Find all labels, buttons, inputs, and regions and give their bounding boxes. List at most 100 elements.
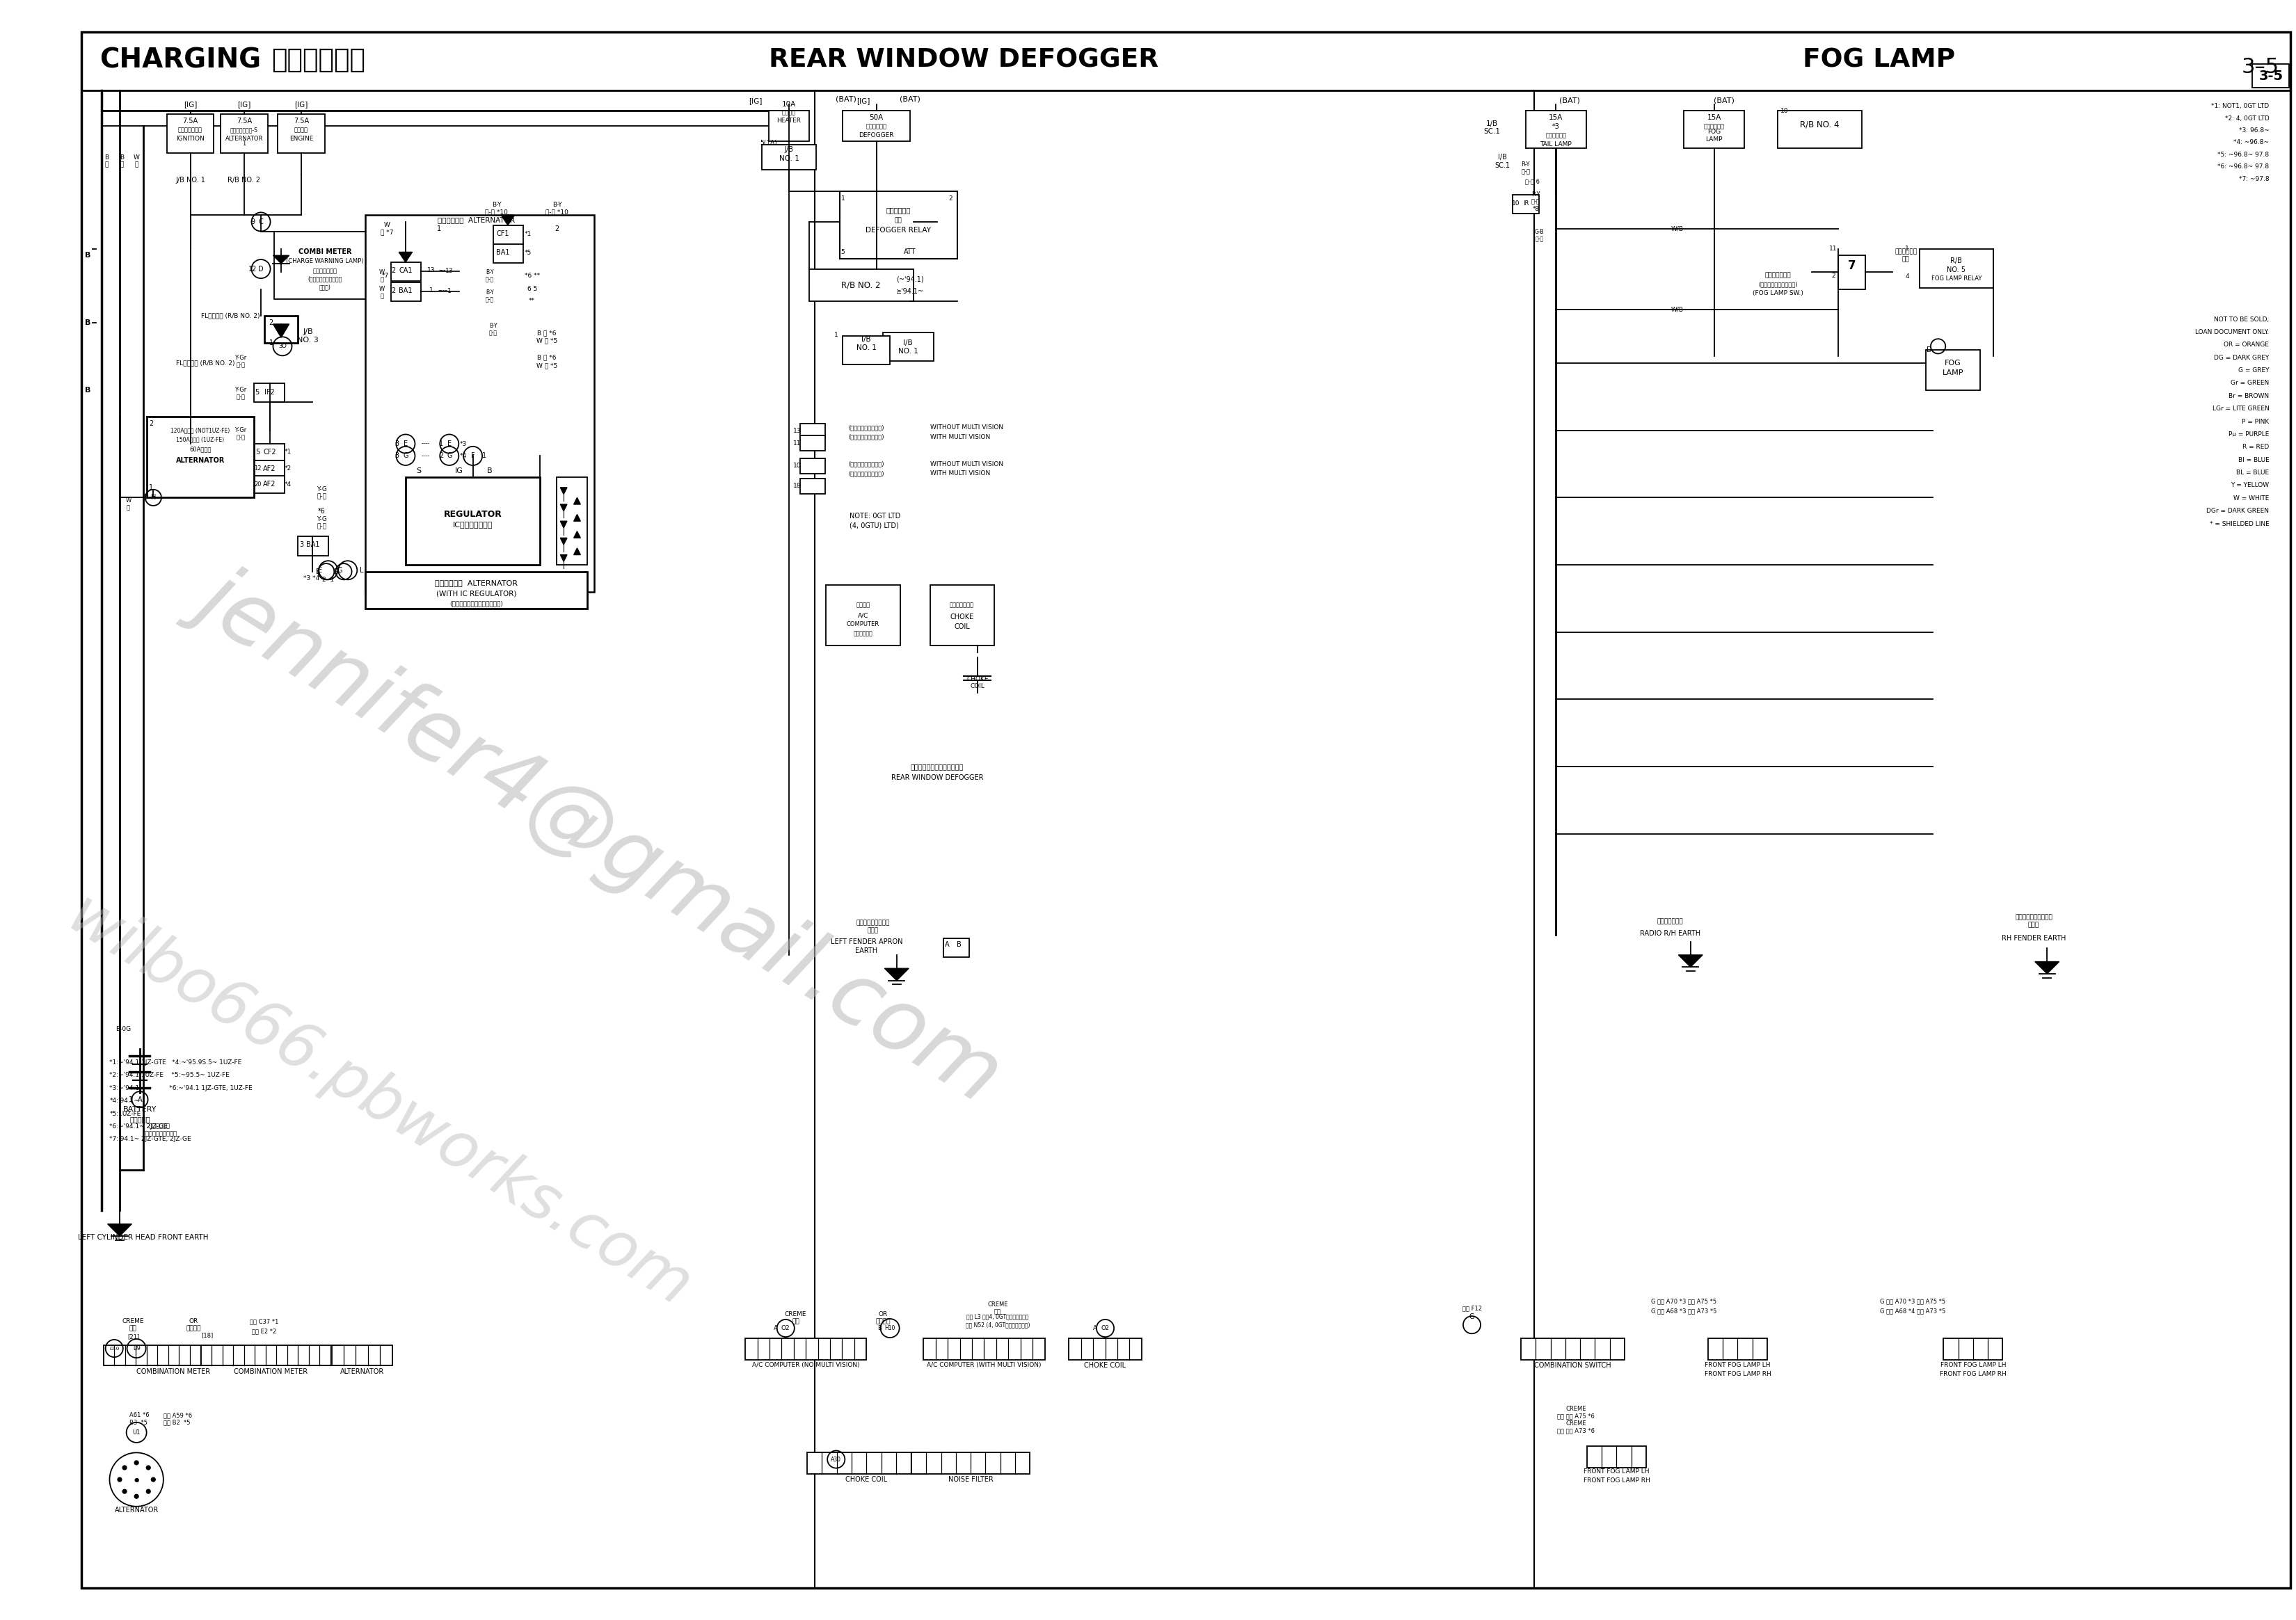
Text: *6: ~96.8~ 97.8: *6: ~96.8~ 97.8 [2218, 164, 2268, 170]
Text: H10: H10 [884, 1325, 895, 1332]
Text: AF2: AF2 [264, 465, 276, 471]
Text: 3D: 3D [278, 324, 287, 332]
Polygon shape [574, 531, 581, 538]
Text: W 白 *5: W 白 *5 [537, 363, 558, 369]
Text: A: A [138, 1097, 142, 1103]
Text: B-Y
黒-黒: B-Y 黒-黒 [489, 322, 498, 337]
Bar [255, 384, 285, 402]
Text: ----: ---- [422, 452, 429, 458]
Polygon shape [884, 969, 909, 980]
Text: NOT TO BE SOLD,: NOT TO BE SOLD, [2213, 316, 2268, 322]
Text: R-Y
赤-黄
*8: R-Y 赤-黄 *8 [1531, 191, 1541, 212]
Text: (アイシーレギュレーター付き): (アイシーレギュレーター付き) [450, 601, 503, 608]
Text: ●: ● [133, 1476, 140, 1482]
Text: *4: ~96.8~: *4: ~96.8~ [2234, 139, 2268, 146]
Bar [2252, 63, 2289, 87]
Text: A61 *6
B3  *5: A61 *6 B3 *5 [131, 1413, 149, 1426]
Text: E: E [448, 441, 452, 447]
Text: フォグランプ
レー: フォグランプ レー [1894, 249, 1917, 262]
Text: 10A: 10A [783, 100, 797, 107]
Text: 赤-黄 6: 赤-黄 6 [1525, 178, 1541, 185]
Bar [558, 478, 588, 565]
Text: [IG]: [IG] [294, 100, 308, 107]
Text: 2: 2 [1832, 272, 1835, 279]
Text: R/B NO. 2: R/B NO. 2 [227, 177, 259, 183]
Text: コンビスイッチ: コンビスイッチ [1766, 272, 1791, 279]
Bar [494, 245, 523, 262]
Text: B: B [487, 467, 491, 475]
Text: 150Aオルタ (1UZ-FE): 150Aオルタ (1UZ-FE) [177, 437, 225, 442]
Text: REAR WINDOW DEFOGGER: REAR WINDOW DEFOGGER [891, 774, 983, 781]
Text: *5:1UZ-FE: *5:1UZ-FE [110, 1111, 140, 1116]
Text: Y-G
黄-緒: Y-G 黄-緒 [317, 486, 326, 499]
Bar [827, 585, 900, 645]
Text: B: B [85, 319, 92, 326]
Circle shape [135, 1461, 138, 1464]
Text: A30: A30 [831, 1456, 840, 1463]
Text: [18]: [18] [202, 1332, 214, 1338]
Bar [769, 110, 808, 141]
Text: G: G [338, 567, 342, 573]
Text: BA1: BA1 [305, 541, 319, 548]
Text: 黒色 F12: 黒色 F12 [1463, 1306, 1481, 1311]
Text: 3D: 3D [278, 343, 287, 350]
Text: (マルチビジョンな〗): (マルチビジョンな〗) [850, 460, 884, 467]
Text: IF2: IF2 [264, 389, 276, 395]
Text: 2  1: 2 1 [321, 577, 335, 583]
Text: ----: ---- [439, 287, 448, 293]
Bar [799, 458, 824, 473]
Text: フォグランプ: フォグランプ [1704, 123, 1724, 130]
Text: 5: 5 [255, 449, 259, 455]
Text: W = WHITE: W = WHITE [2234, 496, 2268, 502]
Text: WITH MULTI VISION: WITH MULTI VISION [930, 470, 990, 476]
Text: 10: 10 [1782, 107, 1789, 113]
Text: WITH MULTI VISION: WITH MULTI VISION [930, 434, 990, 441]
Text: jennifer4@gmail.com: jennifer4@gmail.com [184, 552, 1017, 1116]
Text: P = PINK: P = PINK [2241, 418, 2268, 424]
Text: O2: O2 [781, 1325, 790, 1332]
Text: (BAT): (BAT) [1713, 97, 1733, 104]
Text: [IG]: [IG] [236, 100, 250, 107]
Text: FOG: FOG [1945, 360, 1961, 366]
Circle shape [117, 1477, 122, 1482]
Text: G 青色 A70 *3 黒色 A75 *5: G 青色 A70 *3 黒色 A75 *5 [1880, 1298, 1945, 1304]
Text: CA1: CA1 [400, 267, 413, 274]
Circle shape [152, 1477, 156, 1482]
Text: チャージング: チャージング [271, 49, 365, 73]
Text: CHOKE: CHOKE [951, 614, 974, 620]
Text: 11: 11 [792, 441, 801, 446]
Text: O2: O2 [1102, 1325, 1109, 1332]
Text: 13: 13 [792, 428, 801, 434]
Polygon shape [273, 256, 289, 264]
Text: COMBINATION METER: COMBINATION METER [135, 1369, 211, 1375]
Text: *5: ~96.8~ 97.8: *5: ~96.8~ 97.8 [2218, 151, 2268, 157]
Text: 1: 1 [833, 332, 838, 339]
Text: 1: 1 [482, 452, 487, 460]
Text: 50A: 50A [870, 113, 884, 122]
Text: 1: 1 [1906, 246, 1910, 251]
Text: Y-Gr
黄-灰: Y-Gr 黄-灰 [234, 387, 246, 400]
Bar [1527, 110, 1587, 147]
Text: B 黒 *6: B 黒 *6 [537, 330, 556, 335]
Circle shape [135, 1494, 138, 1499]
Text: J/B: J/B [785, 146, 794, 154]
Text: (マルチビジョンなし): (マルチビジョンなし) [850, 424, 884, 431]
Text: CREME
乳色 黒色 A73 *6: CREME 乳色 黒色 A73 *6 [1557, 1421, 1596, 1434]
Text: RH FENDER EARTH: RH FENDER EARTH [2002, 935, 2066, 941]
Text: 2: 2 [948, 194, 953, 201]
Bar [406, 478, 540, 565]
Text: COMBINATION SWITCH: COMBINATION SWITCH [1534, 1362, 1612, 1369]
Text: A/C COMPUTER (NO MULTI VISION): A/C COMPUTER (NO MULTI VISION) [753, 1362, 859, 1369]
Text: CREME
乳色: CREME 乳色 [785, 1311, 806, 1325]
Text: W
白: W 白 [379, 285, 386, 300]
Text: FRONT FOG LAMP LH: FRONT FOG LAMP LH [1704, 1362, 1770, 1369]
Text: B: B [877, 1325, 882, 1332]
Text: RADIO R/H EARTH: RADIO R/H EARTH [1639, 930, 1701, 936]
Text: *7: *7 [381, 272, 388, 279]
Text: 3: 3 [395, 452, 400, 460]
Text: 2: 2 [390, 287, 395, 293]
Text: 2: 2 [390, 267, 395, 274]
Polygon shape [574, 497, 581, 504]
Bar [255, 444, 285, 460]
Text: ENGINE: ENGINE [289, 136, 312, 141]
